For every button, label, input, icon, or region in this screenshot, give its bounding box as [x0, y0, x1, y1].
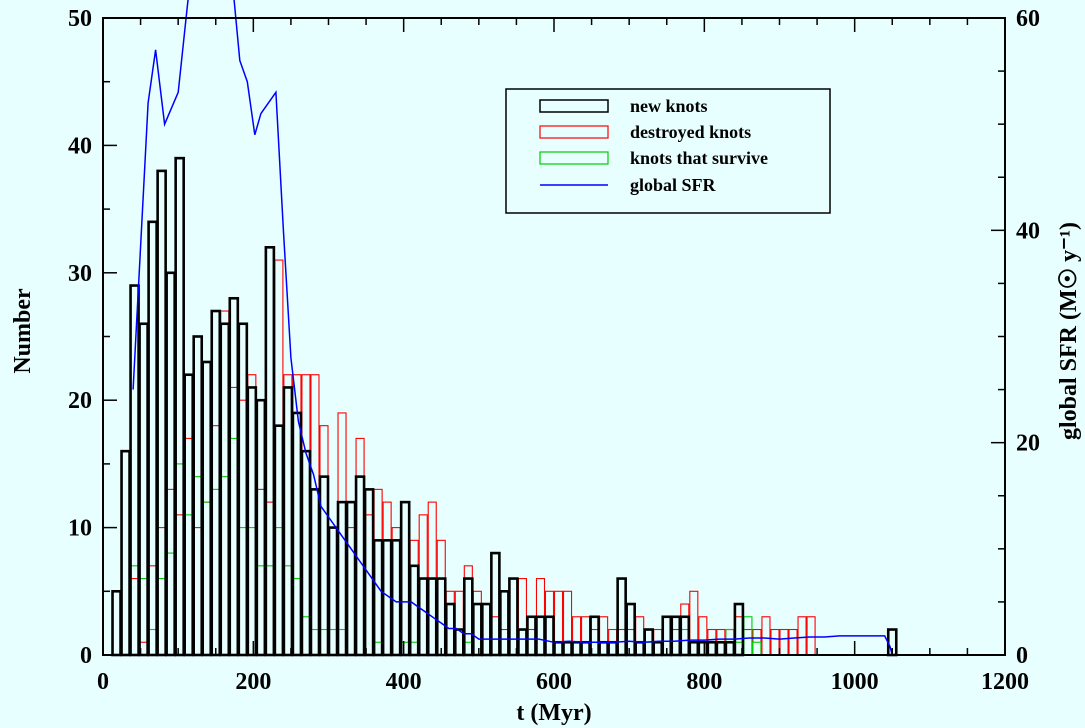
x-tick-label: 800	[686, 669, 722, 695]
legend-label-new-knots: new knots	[630, 96, 708, 116]
legend-swatch-new-knots	[539, 99, 609, 113]
y-tick-label-left: 40	[68, 133, 92, 159]
y-tick-label-left: 50	[68, 6, 92, 32]
x-tick-label: 200	[235, 669, 271, 695]
x-tick-label: 1200	[981, 669, 1029, 695]
line-layer	[132, 0, 894, 656]
axes-layer	[102, 17, 1006, 656]
y-tick-label-left: 30	[68, 261, 92, 287]
legend-swatch-knots-that-survive	[539, 151, 609, 165]
y-tick-label-right: 20	[1016, 431, 1040, 457]
x-tick-label: 600	[536, 669, 572, 695]
x-tick-label: 400	[386, 669, 422, 695]
y-tick-label-left: 0	[80, 643, 92, 669]
y-tick-label-left: 20	[68, 388, 92, 414]
legend: new knots destroyed knots knots that sur…	[505, 88, 831, 214]
x-tick-label: 0	[97, 669, 109, 695]
y-axis-title-left: Number	[10, 288, 36, 374]
x-axis-title: t (Myr)	[516, 700, 591, 726]
y-axis-title-right: global SFR (M☉ y⁻¹)	[1056, 222, 1082, 440]
y-tick-label-right: 60	[1016, 6, 1040, 32]
legend-swatch-destroyed-knots	[539, 125, 609, 139]
legend-box	[505, 88, 831, 214]
line-global-sfr	[132, 0, 894, 656]
legend-label-destroyed-knots: destroyed knots	[630, 122, 751, 142]
legend-label-global-sfr: global SFR	[630, 175, 717, 195]
x-tick-label: 1000	[831, 669, 879, 695]
legend-label-knots-that-survive: knots that survive	[630, 148, 768, 168]
y-tick-label-right: 40	[1016, 218, 1040, 244]
y-tick-label-right: 0	[1016, 643, 1028, 669]
y-tick-label-left: 10	[68, 516, 92, 542]
